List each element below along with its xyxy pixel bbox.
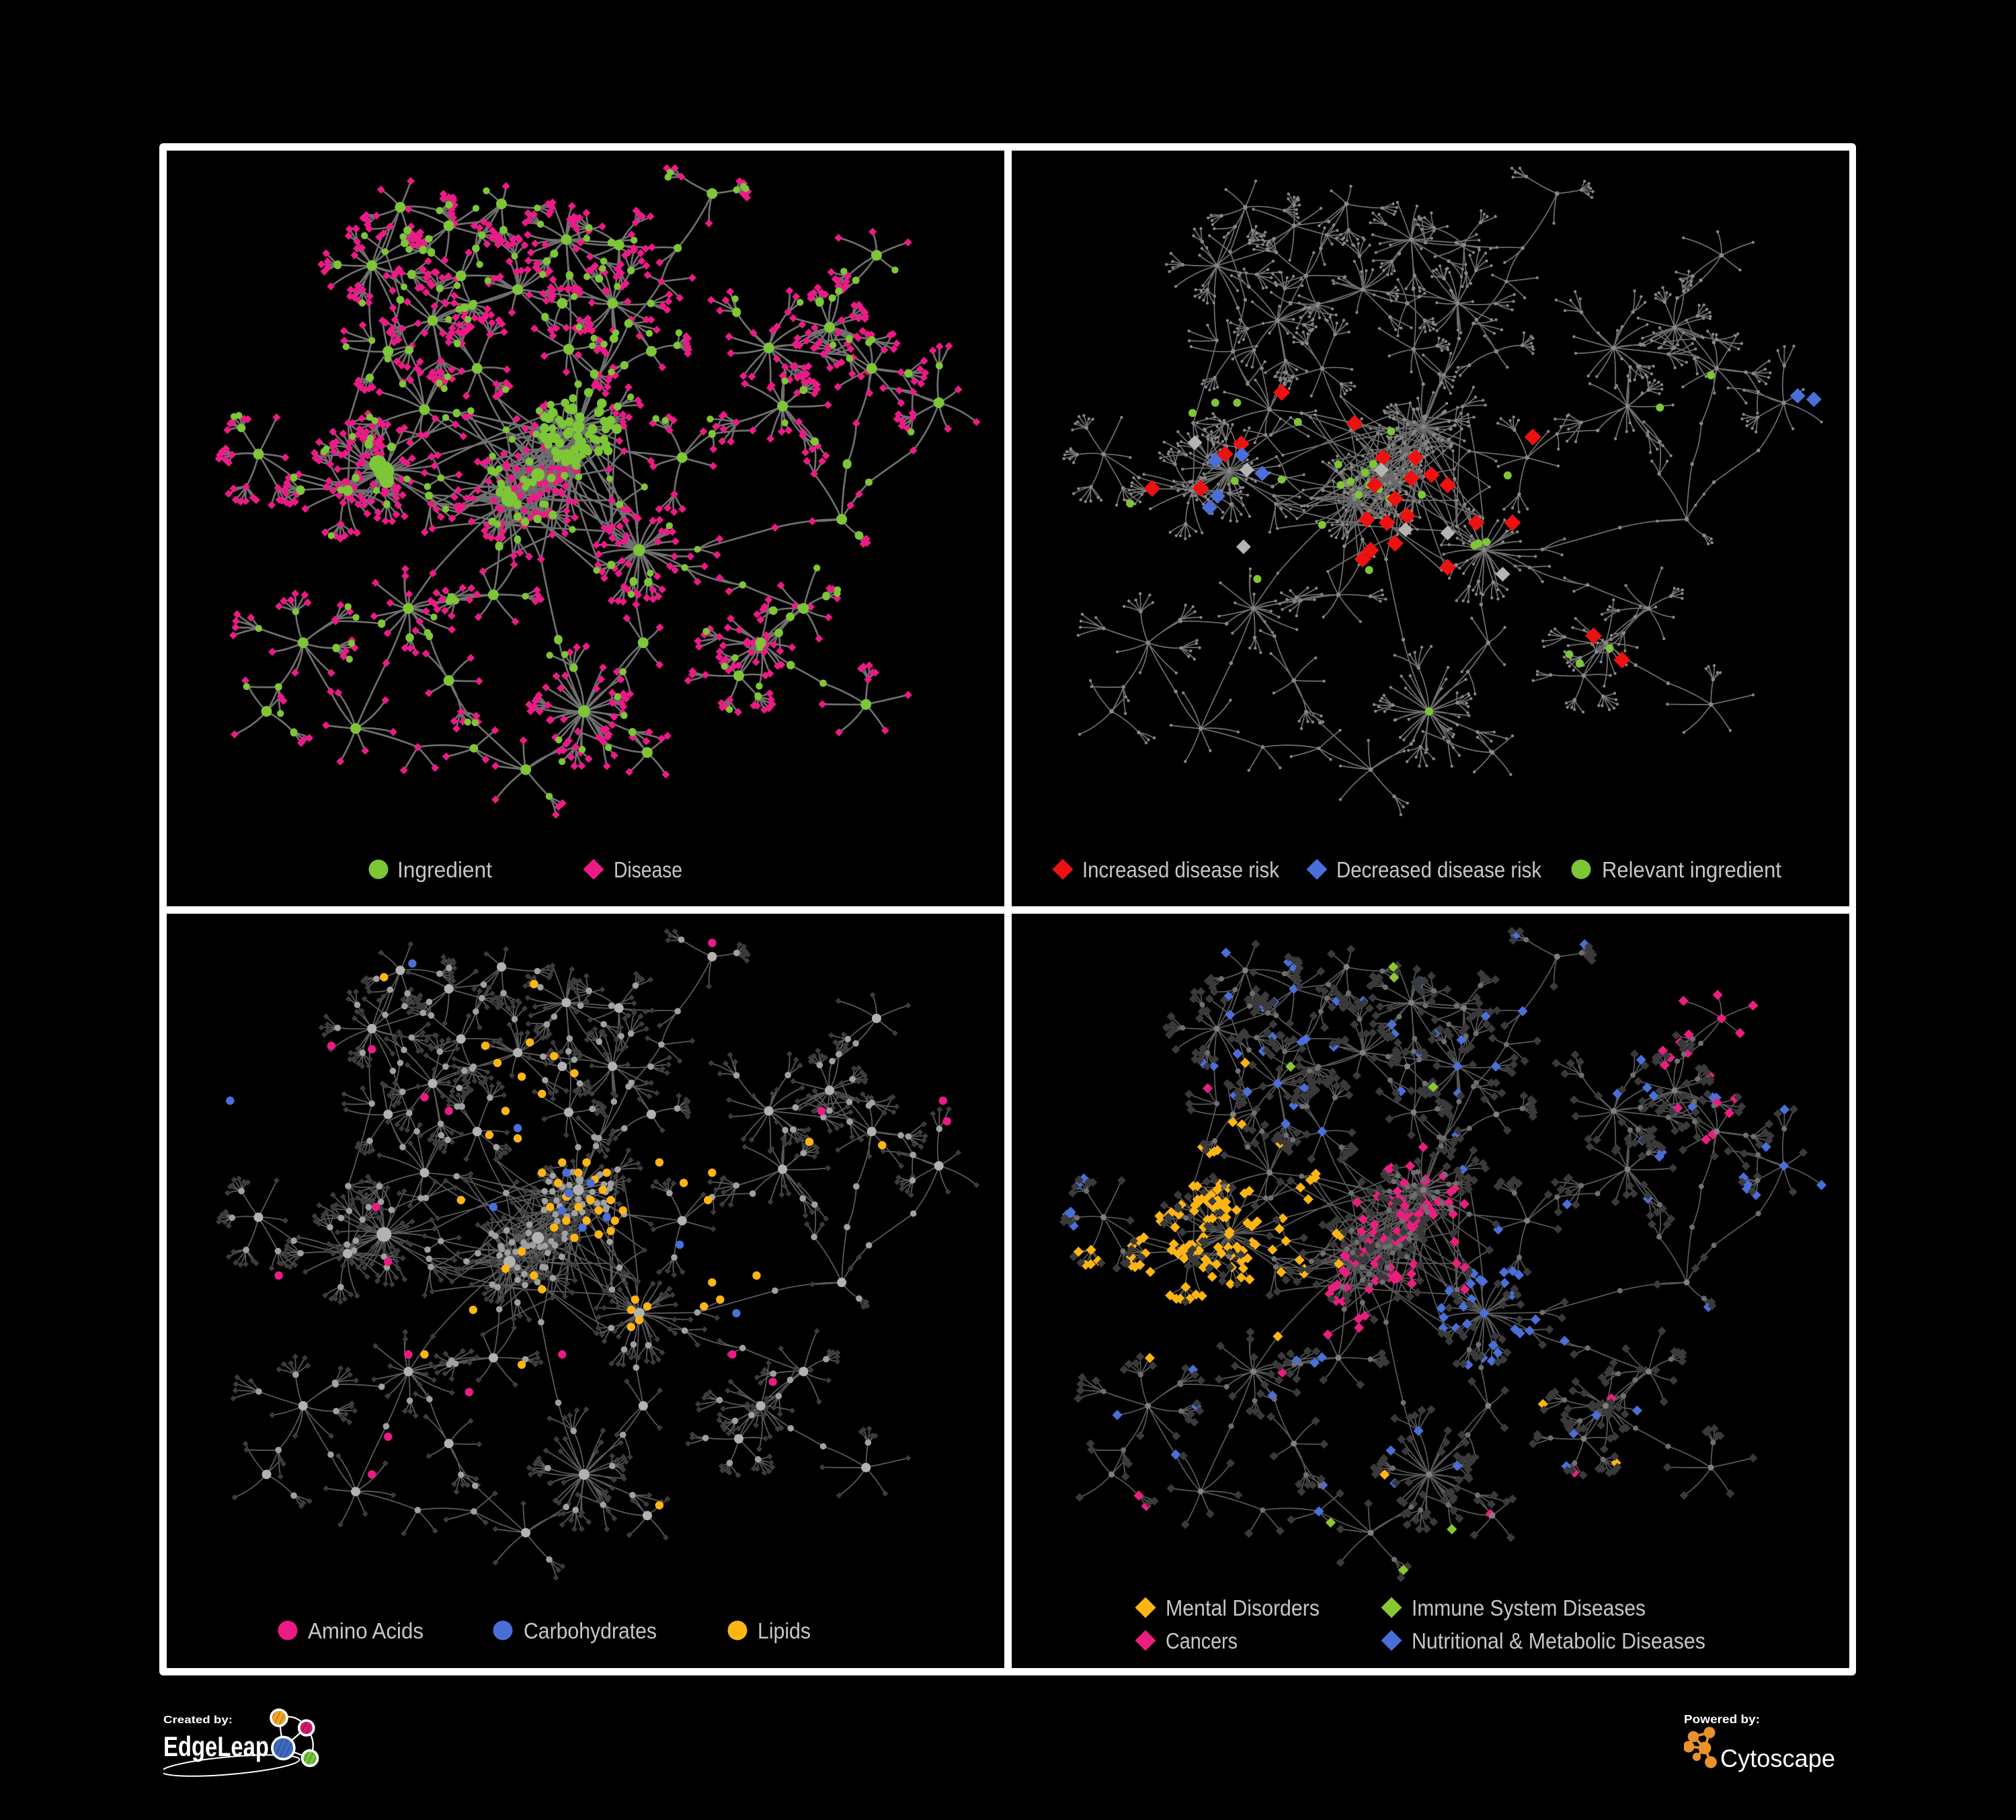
svg-text:Nutritional & Metabolic Diseas: Nutritional & Metabolic Diseases (1412, 1628, 1705, 1653)
svg-text:Mental Disorders: Mental Disorders (1166, 1595, 1320, 1620)
svg-text:Relevant ingredient: Relevant ingredient (1602, 857, 1781, 882)
svg-text:Disease: Disease (614, 857, 682, 882)
svg-text:Cytoscape: Cytoscape (1720, 1745, 1835, 1772)
svg-text:Decreased disease risk: Decreased disease risk (1336, 857, 1541, 882)
svg-text:EdgeLeap: EdgeLeap (163, 1731, 269, 1762)
svg-text:Increased disease risk: Increased disease risk (1082, 857, 1279, 882)
svg-text:Powered by:: Powered by: (1684, 1712, 1760, 1726)
svg-text:Created by:: Created by: (163, 1714, 233, 1726)
svg-text:Amino Acids: Amino Acids (308, 1618, 424, 1643)
svg-text:Cancers: Cancers (1166, 1628, 1238, 1653)
svg-text:Ingredient: Ingredient (397, 857, 492, 882)
svg-text:Immune System Diseases: Immune System Diseases (1412, 1595, 1646, 1620)
svg-text:Lipids: Lipids (758, 1618, 811, 1643)
svg-text:Carbohydrates: Carbohydrates (524, 1618, 657, 1643)
